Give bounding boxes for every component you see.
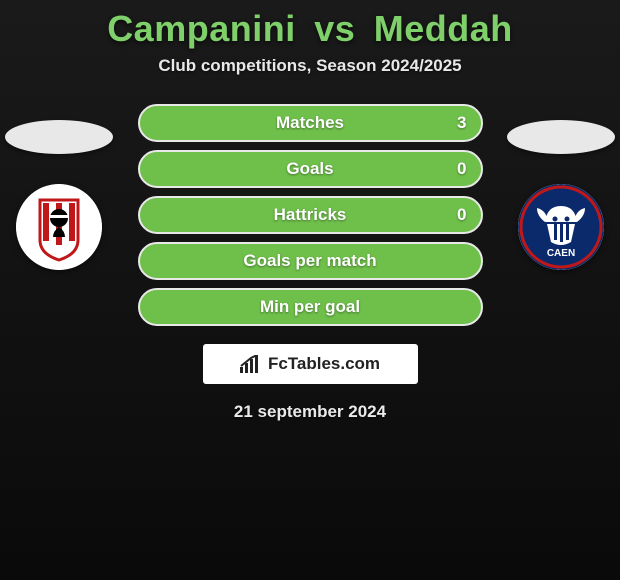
comparison-card: Campanini vs Meddah Club competitions, S…	[0, 0, 620, 422]
stat-label: Matches	[276, 113, 344, 133]
stat-row-min-per-goal: Min per goal	[138, 288, 483, 326]
page-title: Campanini vs Meddah	[0, 8, 620, 50]
player2-name: Meddah	[374, 8, 513, 49]
stat-value-right: 0	[457, 205, 466, 225]
stat-label: Hattricks	[274, 205, 347, 225]
stat-label: Min per goal	[260, 297, 360, 317]
stat-label: Goals per match	[243, 251, 376, 271]
stat-row-goals-per-match: Goals per match	[138, 242, 483, 280]
stat-value-right: 3	[457, 113, 466, 133]
vs-separator: vs	[314, 8, 355, 49]
stat-row-matches: Matches 3	[138, 104, 483, 142]
stat-row-hattricks: Hattricks 0	[138, 196, 483, 234]
chart-icon	[240, 355, 262, 373]
date-label: 21 september 2024	[0, 402, 620, 422]
stat-label: Goals	[286, 159, 333, 179]
subtitle: Club competitions, Season 2024/2025	[0, 56, 620, 76]
branding-badge: FcTables.com	[203, 344, 418, 384]
branding-text: FcTables.com	[268, 354, 380, 374]
stat-rows: Matches 3 Goals 0 Hattricks 0 Goals per …	[0, 104, 620, 326]
player1-name: Campanini	[107, 8, 296, 49]
stat-row-goals: Goals 0	[138, 150, 483, 188]
stat-value-right: 0	[457, 159, 466, 179]
